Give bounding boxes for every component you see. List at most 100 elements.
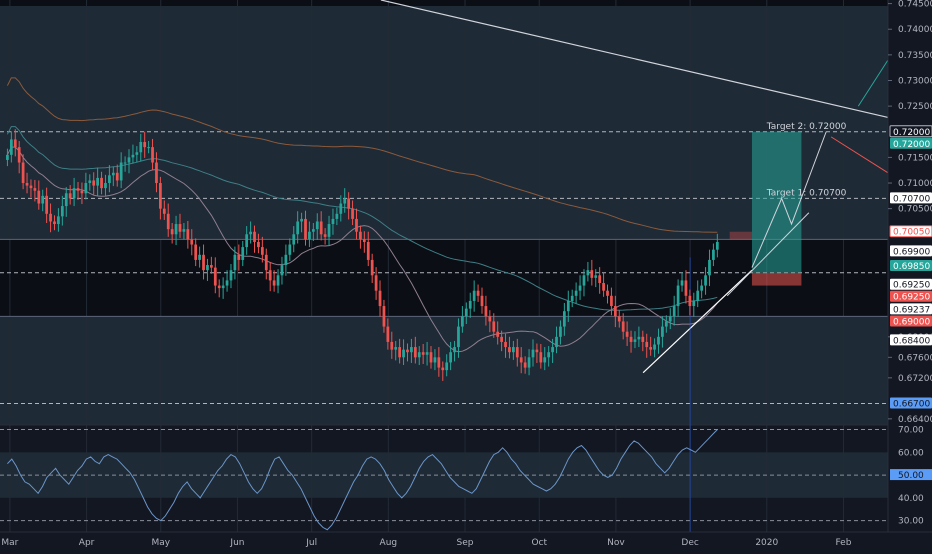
candle-body <box>202 254 205 271</box>
candle-body <box>186 229 190 240</box>
candle-body <box>441 367 445 371</box>
candle-body <box>708 259 711 276</box>
moving-average-mid <box>6 126 718 311</box>
time-tick-label: Jul <box>305 538 317 548</box>
time-tick-label: Dec <box>681 538 698 548</box>
candle-body <box>147 147 150 149</box>
candle-body <box>582 275 586 286</box>
candle-body <box>566 300 570 312</box>
candle-body <box>590 270 594 278</box>
candle-body <box>429 352 433 363</box>
candle-body <box>398 347 402 358</box>
candle-body <box>657 336 660 345</box>
candle-body <box>531 349 535 358</box>
candle-body <box>366 241 370 260</box>
candle-body <box>280 265 284 276</box>
candle-body <box>696 290 700 301</box>
candle-body <box>300 218 303 222</box>
lower-zone-shade <box>0 316 888 425</box>
candle-body <box>194 244 198 260</box>
red-projection-line <box>830 136 889 174</box>
upper-stop-zone <box>729 231 752 240</box>
oscillator-tick-label: 30.00 <box>898 517 924 527</box>
candle-body <box>72 188 76 199</box>
teal-projection-line <box>857 59 889 107</box>
candle-body <box>594 275 598 278</box>
candle-body <box>449 352 452 363</box>
candle-body <box>225 280 229 286</box>
candle-body <box>692 300 696 307</box>
candle-body <box>178 224 182 232</box>
candle-body <box>245 234 249 248</box>
candle-body <box>402 349 405 358</box>
candle-body <box>492 321 496 332</box>
time-tick-label: Aug <box>380 538 398 548</box>
price-label-badge <box>890 397 932 409</box>
price-label-text: 0.69237 <box>893 305 930 315</box>
candle-body <box>355 218 358 232</box>
candle-body <box>21 162 25 184</box>
candle-body <box>331 218 335 225</box>
long-position-stop-zone[interactable] <box>751 272 802 286</box>
projected-path <box>751 131 827 268</box>
candle-body <box>484 306 488 317</box>
candle-body <box>496 331 500 337</box>
candle-body <box>253 231 256 242</box>
candle-body <box>535 349 539 353</box>
candle-body <box>92 180 96 186</box>
candle-body <box>661 326 664 337</box>
candle-body <box>9 139 13 155</box>
target-annotation: Target 1: 0.70700 <box>766 188 847 198</box>
candle-body <box>159 183 162 209</box>
candle-body <box>143 142 147 148</box>
price-label-badge <box>889 225 932 238</box>
time-tick-label: Feb <box>836 538 852 548</box>
candle-body <box>378 290 382 307</box>
candle-body <box>559 326 562 337</box>
candle-body <box>445 362 449 371</box>
candle-body <box>131 154 135 158</box>
candle-body <box>543 357 547 363</box>
candle-body <box>547 352 551 358</box>
price-tick-label: 0.66400 <box>898 415 932 425</box>
candle-body <box>606 290 609 296</box>
price-label-badge <box>890 278 932 290</box>
candle-body <box>264 254 268 271</box>
candle-body <box>53 221 56 225</box>
candle-body <box>598 275 602 283</box>
candle-body <box>555 336 558 348</box>
candle-body <box>410 347 413 353</box>
oscillator-value-badge <box>890 469 932 481</box>
candle-body <box>151 147 154 163</box>
candle-body <box>229 270 233 281</box>
candle-body <box>311 229 315 232</box>
candle-body <box>190 239 194 245</box>
candle-body <box>304 218 307 240</box>
candle-body <box>268 270 272 281</box>
candle-body <box>417 352 421 358</box>
long-position-profit-zone[interactable] <box>751 131 802 273</box>
price-label-text: 0.72000 <box>893 140 930 150</box>
price-label-badge <box>890 137 932 149</box>
candle-body <box>60 206 64 217</box>
price-tick-label: 0.74000 <box>898 25 932 35</box>
descending-trendline[interactable] <box>380 0 889 118</box>
time-tick-label: Jun <box>229 538 244 548</box>
price-label-badge <box>890 245 932 257</box>
candle-body <box>421 352 425 355</box>
upper-zone-shade <box>0 1 888 240</box>
candle-body <box>166 213 170 230</box>
candle-body <box>684 280 688 296</box>
candle-body <box>480 295 484 307</box>
ascending-trendline[interactable] <box>642 269 753 374</box>
range-zone-shade <box>0 239 888 317</box>
candle-body <box>613 306 617 317</box>
candle-body <box>602 282 605 291</box>
candle-body <box>617 316 621 322</box>
candle-body <box>625 331 629 337</box>
price-label-text: 0.66700 <box>893 399 930 409</box>
candle-body <box>257 241 260 248</box>
candle-body <box>562 311 566 327</box>
candle-body <box>523 362 527 368</box>
